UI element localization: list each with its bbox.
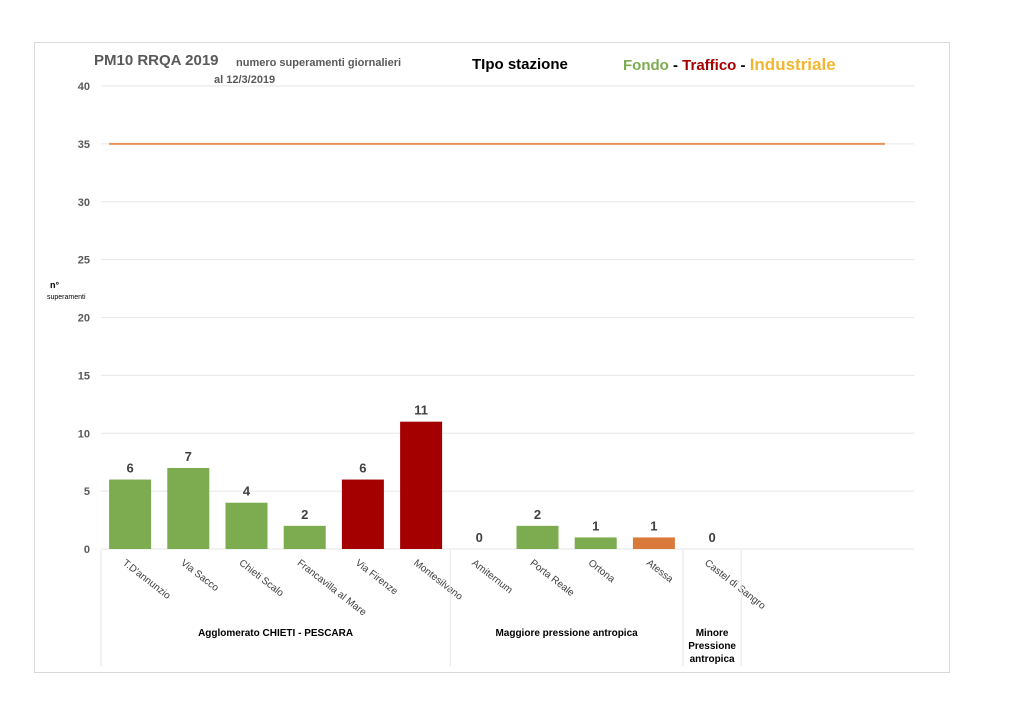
y-tick-label: 30 <box>78 197 90 209</box>
category-groups: Agglomerato CHIETI - PESCARA Maggiore pre… <box>100 550 742 666</box>
legend-separator: - <box>668 57 683 74</box>
data-label: 4 <box>243 484 251 499</box>
bar <box>400 421 443 549</box>
x-tick-label: Amiternum <box>469 558 514 596</box>
bar <box>341 479 384 549</box>
station-type-label: TIpo stazione <box>472 56 568 73</box>
chart-subtitle-line1: numero superamenti giornalieri <box>236 57 402 69</box>
x-tick-label: Via Firenze <box>353 558 400 598</box>
x-tick-label: Montesilvano <box>411 558 465 603</box>
bar <box>283 525 326 549</box>
bars <box>109 421 675 549</box>
y-tick-labels: 0 5 10 15 20 25 30 35 40 <box>78 81 90 556</box>
bar <box>516 525 559 549</box>
chart-title: PM10 RRQA 2019 <box>94 52 219 69</box>
data-label: 1 <box>592 518 599 533</box>
data-label: 1 <box>650 518 657 533</box>
x-tick-label: Castel di Sangro <box>702 558 767 612</box>
group-label: Minore Pressione antropica <box>688 628 736 665</box>
y-tick-label: 0 <box>84 544 90 556</box>
x-tick-label: Via Sacco <box>178 558 220 595</box>
data-label: 7 <box>185 449 192 464</box>
x-tick-label: Ortona <box>586 558 617 586</box>
data-label: 2 <box>534 507 541 522</box>
data-label: 0 <box>708 530 715 545</box>
legend-industriale: Industriale <box>749 55 836 74</box>
x-tick-label: T.D'annunzio <box>120 558 172 602</box>
bar <box>109 479 152 549</box>
legend: Fondo - Traffico - Industriale <box>623 55 836 75</box>
gridlines <box>101 85 914 550</box>
y-tick-label: 10 <box>78 428 90 440</box>
x-tick-label: Atessa <box>644 558 675 586</box>
bar <box>632 537 675 549</box>
chart-subtitle-line2: al 12/3/2019 <box>214 74 276 86</box>
data-label: 6 <box>359 461 366 476</box>
bar <box>574 537 617 549</box>
data-label: 2 <box>301 507 308 522</box>
chart-frame <box>34 42 950 673</box>
data-label: 6 <box>126 461 133 476</box>
data-label: 0 <box>476 530 483 545</box>
y-axis-label-line2: superamenti <box>47 294 86 301</box>
legend-fondo: Fondo <box>623 57 669 74</box>
x-tick-label: Porta Reale <box>528 558 577 599</box>
group-label: Agglomerato CHIETI - PESCARA <box>198 628 353 639</box>
x-tick-label: Chieti Scalo <box>237 558 286 600</box>
group-label: Maggiore pressione antropica <box>495 628 638 639</box>
bar <box>225 502 268 549</box>
y-tick-label: 35 <box>78 139 90 151</box>
y-tick-label: 25 <box>78 255 90 267</box>
y-tick-label: 5 <box>84 486 90 498</box>
y-tick-label: 40 <box>78 81 90 93</box>
y-tick-label: 20 <box>78 313 90 325</box>
bar <box>167 467 210 549</box>
legend-traffico: Traffico <box>682 57 737 74</box>
legend-separator: - <box>736 57 750 74</box>
y-tick-label: 15 <box>78 370 90 382</box>
x-tick-labels: T.D'annunzio Via Sacco Chieti Scalo Francav… <box>120 558 767 619</box>
y-axis-label-line1: n° <box>50 280 60 290</box>
data-label: 11 <box>414 403 428 418</box>
